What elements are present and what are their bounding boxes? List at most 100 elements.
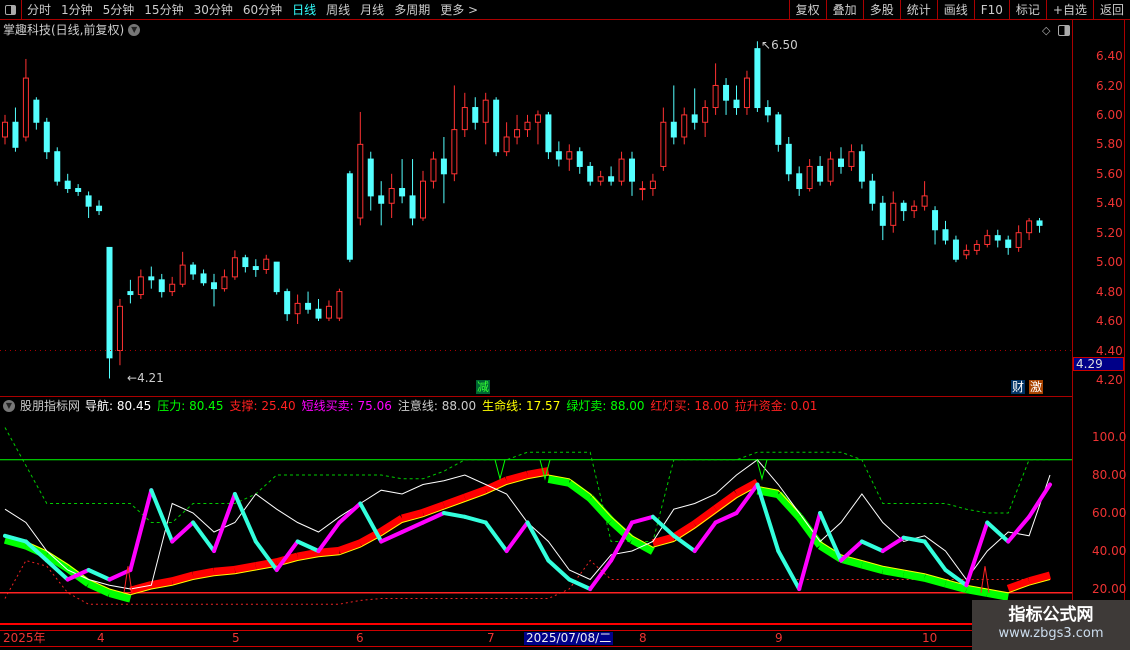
oscillator-segment	[1006, 514, 1032, 544]
candle-body	[566, 151, 573, 160]
period-tab[interactable]: 5分钟	[102, 3, 135, 17]
lifeline-block	[923, 573, 947, 588]
period-tab[interactable]: 更多 >	[440, 3, 479, 17]
candle-body	[618, 158, 625, 182]
candle	[231, 250, 238, 280]
period-tab[interactable]: 月线	[360, 3, 385, 17]
legend-value: 80.45	[189, 399, 224, 413]
candle-body	[597, 176, 604, 182]
tag-jian[interactable]: 减	[476, 380, 491, 394]
lifeline-block	[275, 552, 299, 567]
watermark-url: www.zbgs3.com	[998, 626, 1104, 641]
axis-divider	[1072, 20, 1073, 650]
candle	[587, 162, 594, 186]
toolbar-button[interactable]: F10	[973, 0, 1009, 20]
candle-body	[190, 264, 197, 275]
period-tab[interactable]: 分时	[27, 3, 52, 17]
lifeline-block	[587, 495, 615, 524]
chevron-down-icon[interactable]: ▼	[3, 399, 15, 412]
toolbar-button[interactable]: +自选	[1045, 0, 1093, 20]
oscillator-segment	[316, 520, 342, 553]
price-tick-label: 4.60	[1096, 314, 1123, 329]
chevron-down-icon[interactable]: ▼	[128, 23, 141, 36]
toolbar-button[interactable]: 画线	[936, 0, 974, 20]
candle	[503, 122, 510, 157]
candle-body	[96, 205, 103, 212]
lifeline-block	[171, 571, 195, 586]
candle-body	[754, 48, 761, 109]
period-tabs: 分时 1分钟 5分钟 15分钟 30分钟 60分钟 日线 周线 月线 多周期 更多 >	[22, 1, 483, 18]
oscillator-segment	[86, 568, 112, 582]
candle-body	[890, 202, 897, 226]
legend-items: 导航: 80.45 压力: 80.45 支撑: 25.40 短线买卖: 75.06 注意…	[85, 397, 817, 414]
candle	[137, 269, 144, 299]
toolbar-button[interactable]: 标记	[1008, 0, 1046, 20]
sell-signal-marker	[539, 459, 551, 481]
oscillator-segment	[295, 539, 321, 553]
candle	[890, 191, 897, 233]
lifeline-block	[651, 533, 675, 548]
tag-cai[interactable]: 财	[1011, 380, 1026, 394]
period-tab[interactable]: 60分钟	[242, 3, 283, 17]
candle-body	[942, 229, 949, 241]
panel-toggle-button[interactable]	[0, 0, 22, 20]
candle-body	[838, 158, 844, 167]
diamond-icon[interactable]: ◇	[1042, 24, 1051, 37]
candle-body	[451, 129, 458, 175]
candle-body	[608, 176, 615, 182]
toolbar-button[interactable]: 复权	[788, 0, 826, 20]
candle	[2, 114, 8, 145]
low-price-value: 4.21	[137, 371, 164, 385]
candle-body	[221, 276, 228, 290]
candle	[973, 240, 980, 255]
candle	[963, 244, 970, 260]
period-tab[interactable]: 30分钟	[193, 3, 233, 17]
lifeline-block	[795, 514, 824, 548]
toolbar-button[interactable]: 统计	[899, 0, 937, 20]
toolbar-button[interactable]: 叠加	[825, 0, 863, 20]
legend-label: 绿灯卖:	[566, 399, 611, 413]
candle	[754, 41, 761, 112]
time-axis: 2025年 4 5 6 7 8 9 10 2025/07/08/二	[0, 630, 1072, 647]
toolbar-button[interactable]: 返回	[1092, 0, 1130, 20]
oscillator-segment	[421, 511, 446, 525]
candle	[608, 166, 615, 186]
lifeline-block	[566, 479, 593, 502]
period-tab[interactable]: 多周期	[394, 3, 431, 17]
period-tab[interactable]: 1分钟	[61, 3, 93, 17]
candle	[629, 151, 635, 196]
candle-body	[64, 180, 71, 190]
oscillator-segment	[546, 558, 572, 582]
panel-icon[interactable]	[1058, 25, 1070, 36]
lifeline-block	[213, 565, 236, 576]
indicator-tick-label: 60.00	[1092, 506, 1127, 520]
candle-body	[921, 195, 928, 207]
period-tab[interactable]: 日线	[292, 3, 317, 17]
candle	[440, 136, 447, 204]
lifeline-block	[713, 490, 739, 513]
tag-ji[interactable]: 激	[1029, 380, 1044, 394]
lifeline-block	[86, 579, 112, 597]
legend-label: 生命线:	[482, 399, 526, 413]
oscillator-segment	[985, 520, 1011, 544]
candle	[200, 269, 207, 286]
oscillator-segment	[734, 482, 760, 515]
lifeline-block	[608, 517, 635, 543]
candle	[85, 191, 92, 218]
candle	[399, 159, 406, 204]
toolbar-button[interactable]: 多股	[862, 0, 900, 20]
oscillator-segment	[880, 535, 906, 553]
candle-body	[545, 114, 552, 153]
candle-body	[534, 114, 541, 123]
period-tab[interactable]: 周线	[326, 3, 351, 17]
period-toolbar: 分时 1分钟 5分钟 15分钟 30分钟 60分钟 日线 周线 月线 多周期 更多 > 复权 叠加 多股…	[0, 0, 1130, 20]
candle	[639, 181, 646, 201]
candle-body	[649, 180, 656, 190]
time-tick-label: 2025年	[3, 631, 46, 645]
period-tab[interactable]: 15分钟	[144, 3, 184, 17]
candle-body	[576, 151, 583, 167]
lifeline-block	[338, 539, 362, 555]
candle-body	[1036, 220, 1043, 226]
oscillator-segment	[191, 520, 216, 553]
